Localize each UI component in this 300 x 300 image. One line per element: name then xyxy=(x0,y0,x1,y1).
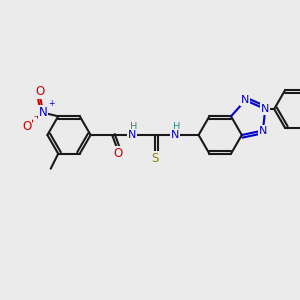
Text: O: O xyxy=(22,120,31,133)
Text: N: N xyxy=(171,130,179,140)
Text: O: O xyxy=(113,147,122,160)
Text: S: S xyxy=(152,152,159,165)
Text: N: N xyxy=(241,95,250,105)
Text: N: N xyxy=(128,130,136,140)
Text: H: H xyxy=(173,122,181,132)
Text: +: + xyxy=(49,99,55,108)
Text: N: N xyxy=(261,104,269,114)
Text: O: O xyxy=(35,85,44,98)
Text: N: N xyxy=(39,106,48,119)
Text: -: - xyxy=(33,112,37,122)
Text: N: N xyxy=(259,125,267,136)
Text: H: H xyxy=(130,122,137,132)
